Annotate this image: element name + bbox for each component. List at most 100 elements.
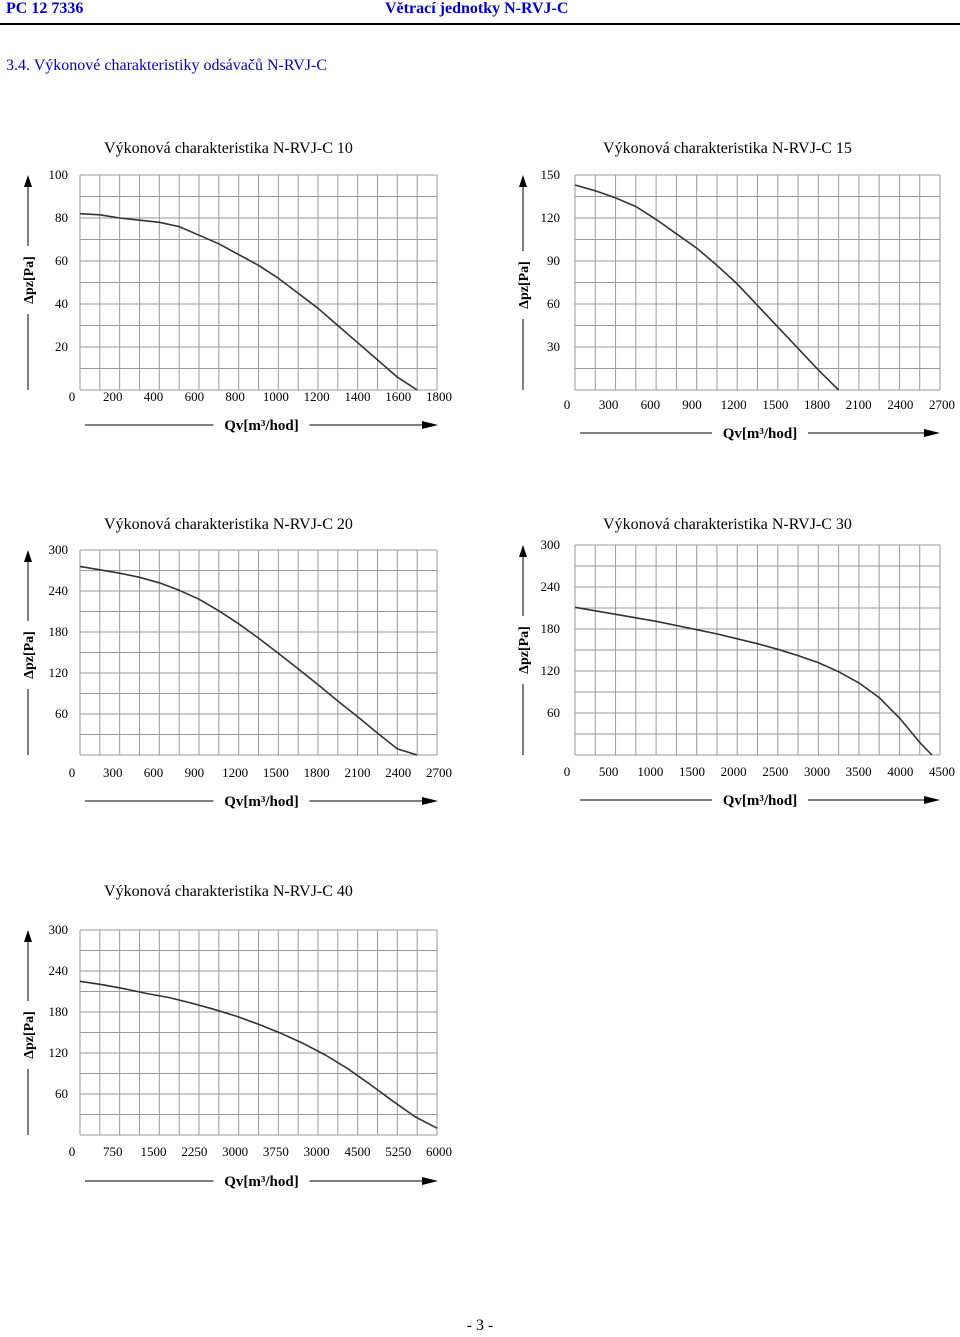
x-axis-arrow-head (422, 1177, 438, 1185)
chart-title: Výkonová charakteristika N-RVJ-C 20 (104, 516, 353, 533)
y-tick-label: 300 (541, 537, 561, 552)
x-label-mask (213, 1170, 310, 1190)
y-tick-label: 30 (547, 339, 560, 354)
y-tick-label: 300 (49, 542, 69, 557)
y-axis-label: Δpz[Pa] (517, 261, 532, 309)
x-label-mask (213, 790, 310, 810)
x-tick-label: 1500 (141, 1144, 167, 1159)
x-tick-label: 1800 (304, 765, 330, 780)
performance-curve (79, 565, 418, 756)
chart-title: Výkonová charakteristika N-RVJ-C 40 (104, 883, 353, 900)
x-tick-label: 200 (103, 389, 123, 404)
chart-1: Výkonová charakteristika N-RVJ-C 10 100 80… (19, 140, 452, 434)
x-tick-label: 500 (599, 764, 619, 779)
y-label-mask (19, 621, 37, 689)
y-tick-label: 150 (541, 167, 561, 182)
x-tick-label: 2400 (887, 397, 913, 412)
y-tick-label: 60 (55, 1086, 68, 1101)
y-label-mask (514, 251, 532, 319)
chart-5: Výkonová charakteristika N-RVJ-C 40 300 24… (19, 883, 452, 1190)
x-tick-label: 750 (103, 1144, 123, 1159)
x-tick-label: 600 (144, 765, 164, 780)
x-axis-label: Qv[m³/hod] (224, 418, 299, 434)
y-tick-label: 180 (541, 621, 561, 636)
x-tick-label: 2400 (385, 765, 411, 780)
x-tick-label: 2700 (426, 765, 452, 780)
x-tick-label: 1000 (263, 389, 289, 404)
chart-3: Výkonová charakteristika N-RVJ-C 20 300 24… (19, 516, 452, 810)
x-tick-label: 1500 (679, 764, 705, 779)
x-tick-label: 2500 (762, 764, 788, 779)
y-tick-label: 120 (49, 1045, 69, 1060)
y-tick-label: 240 (49, 963, 69, 978)
section-title: 3.4. Výkonové charakteristiky odsávačů N… (6, 57, 328, 74)
y-axis-arrow-head (519, 175, 527, 187)
x-tick-label: 1200 (222, 765, 248, 780)
x-tick-label: 1000 (637, 764, 663, 779)
x-tick-label: 4500 (344, 1144, 370, 1159)
y-tick-label: 60 (55, 706, 68, 721)
y-label-mask (514, 616, 532, 684)
x-tick-label: 0 (564, 397, 571, 412)
x-tick-label: 2100 (846, 397, 872, 412)
y-axis-label: Δpz[Pa] (22, 256, 37, 304)
y-axis-arrow-head (24, 175, 32, 187)
chart-title: Výkonová charakteristika N-RVJ-C 15 (603, 140, 852, 157)
x-label-mask (213, 414, 310, 434)
x-tick-label: 1200 (721, 397, 747, 412)
x-tick-label: 1400 (344, 389, 370, 404)
y-tick-label: 60 (547, 705, 560, 720)
x-tick-label: 2700 (929, 397, 955, 412)
x-tick-label: 1600 (385, 389, 411, 404)
x-tick-label: 300 (599, 397, 619, 412)
y-tick-label: 120 (49, 665, 69, 680)
x-tick-label: 2000 (721, 764, 747, 779)
x-label-mask (712, 422, 808, 442)
x-tick-label: 600 (641, 397, 661, 412)
y-axis-arrow-head (24, 550, 32, 562)
x-tick-label: 2250 (181, 1144, 207, 1159)
y-tick-label: 120 (541, 663, 561, 678)
y-label-mask (19, 1001, 37, 1069)
y-tick-label: 240 (541, 579, 561, 594)
x-tick-label: 3000 (804, 764, 830, 779)
x-tick-label: 1500 (762, 397, 788, 412)
x-tick-label: 4500 (929, 764, 955, 779)
page-number: - 3 - (466, 1317, 494, 1334)
y-tick-label: 300 (49, 922, 69, 937)
y-tick-label: 180 (49, 1004, 69, 1019)
x-tick-label: 4000 (887, 764, 913, 779)
x-tick-label: 3500 (846, 764, 872, 779)
x-tick-label: 3000 (304, 1144, 330, 1159)
y-tick-label: 120 (541, 210, 561, 225)
y-tick-label: 240 (49, 583, 69, 598)
x-tick-label: 0 (69, 765, 76, 780)
x-tick-label: 1200 (304, 389, 330, 404)
x-tick-label: 0 (69, 389, 76, 404)
x-tick-label: 1800 (804, 397, 830, 412)
performance-curve (79, 212, 418, 391)
y-axis-arrow-head (24, 930, 32, 942)
y-axis-label: Δpz[Pa] (517, 626, 532, 674)
performance-curve (79, 980, 438, 1129)
x-tick-label: 5250 (385, 1144, 411, 1159)
y-tick-label: 90 (547, 253, 560, 268)
x-axis-label: Qv[m³/hod] (723, 793, 798, 809)
y-tick-label: 60 (547, 296, 560, 311)
x-axis-arrow-head (422, 421, 438, 429)
performance-curve (574, 184, 840, 391)
chart-2: Výkonová charakteristika N-RVJ-C 15 150 12… (514, 140, 955, 442)
x-tick-label: 1800 (426, 389, 452, 404)
y-tick-label: 60 (55, 253, 68, 268)
x-tick-label: 800 (225, 389, 245, 404)
chart-4: Výkonová charakteristika N-RVJ-C 30 300 24… (514, 516, 955, 809)
x-axis-arrow-head (422, 797, 438, 805)
x-tick-label: 900 (682, 397, 702, 412)
y-tick-label: 100 (49, 167, 69, 182)
performance-curve (574, 606, 933, 756)
x-axis-label: Qv[m³/hod] (224, 794, 299, 810)
chart-title: Výkonová charakteristika N-RVJ-C 30 (603, 516, 852, 533)
y-axis-arrow-head (519, 545, 527, 557)
x-tick-label: 300 (103, 765, 123, 780)
